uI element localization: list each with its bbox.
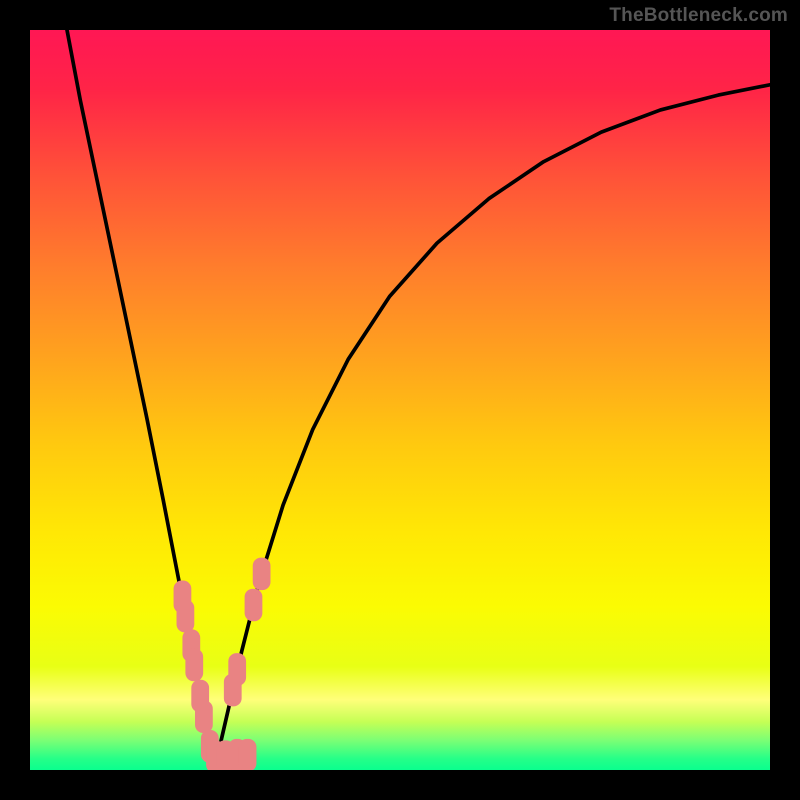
data-point xyxy=(185,649,203,682)
watermark-text: TheBottleneck.com xyxy=(609,5,788,27)
data-point xyxy=(177,600,195,633)
chart-root: TheBottleneck.com xyxy=(0,0,800,800)
plot-area xyxy=(30,30,770,770)
gradient-background xyxy=(30,30,770,770)
data-point xyxy=(239,739,257,770)
plot-svg xyxy=(30,30,770,770)
data-point xyxy=(253,558,271,591)
data-point xyxy=(228,653,246,686)
data-point xyxy=(245,589,263,622)
data-point xyxy=(195,700,213,733)
